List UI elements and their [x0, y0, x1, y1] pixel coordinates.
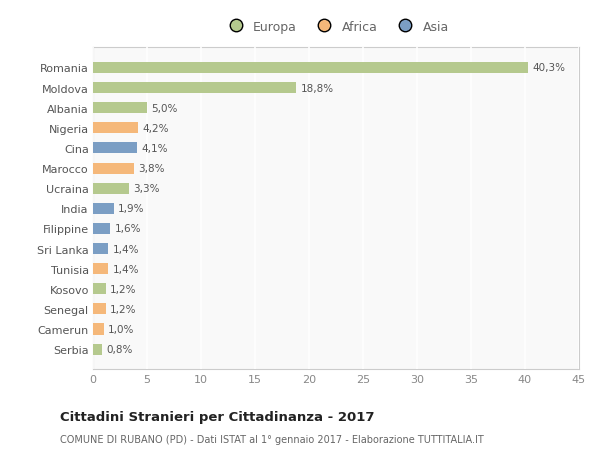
Text: 1,0%: 1,0%	[108, 325, 134, 334]
Text: Cittadini Stranieri per Cittadinanza - 2017: Cittadini Stranieri per Cittadinanza - 2…	[60, 410, 374, 423]
Text: 1,2%: 1,2%	[110, 284, 137, 294]
Bar	[93, 63, 528, 74]
Bar	[93, 344, 101, 355]
Text: 1,4%: 1,4%	[112, 244, 139, 254]
Text: 1,2%: 1,2%	[110, 304, 137, 314]
Bar	[93, 83, 296, 94]
Text: 3,3%: 3,3%	[133, 184, 160, 194]
Bar	[93, 123, 139, 134]
Bar	[93, 143, 137, 154]
Bar	[93, 263, 108, 274]
Bar	[93, 243, 108, 255]
Text: 0,8%: 0,8%	[106, 344, 133, 354]
Text: 40,3%: 40,3%	[533, 63, 566, 73]
Bar	[93, 163, 134, 174]
Legend: Europa, Africa, Asia: Europa, Africa, Asia	[218, 16, 454, 39]
Text: 4,2%: 4,2%	[143, 123, 169, 134]
Text: 4,1%: 4,1%	[142, 144, 168, 154]
Bar	[93, 324, 104, 335]
Text: 1,6%: 1,6%	[115, 224, 141, 234]
Bar	[93, 224, 110, 235]
Bar	[93, 103, 147, 114]
Text: 5,0%: 5,0%	[151, 103, 178, 113]
Text: 1,9%: 1,9%	[118, 204, 145, 214]
Bar	[93, 284, 106, 295]
Text: COMUNE DI RUBANO (PD) - Dati ISTAT al 1° gennaio 2017 - Elaborazione TUTTITALIA.: COMUNE DI RUBANO (PD) - Dati ISTAT al 1°…	[60, 434, 484, 443]
Bar	[93, 183, 128, 194]
Text: 1,4%: 1,4%	[112, 264, 139, 274]
Bar	[93, 304, 106, 315]
Bar	[93, 203, 113, 214]
Text: 3,8%: 3,8%	[139, 164, 165, 174]
Text: 18,8%: 18,8%	[301, 84, 334, 93]
